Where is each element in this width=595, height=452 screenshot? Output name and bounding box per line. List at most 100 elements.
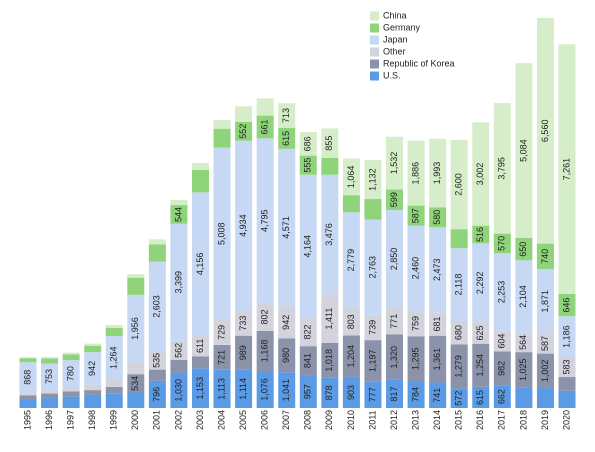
value-label: 1,076 bbox=[260, 378, 270, 401]
bar-segment bbox=[213, 120, 231, 129]
bar-segment bbox=[62, 354, 80, 361]
value-label: 583 bbox=[561, 360, 571, 375]
value-label: 587 bbox=[410, 208, 420, 223]
x-tick-label: 1998 bbox=[87, 410, 97, 430]
bar-segment bbox=[536, 333, 554, 354]
bar-segment bbox=[558, 293, 576, 317]
value-label: 604 bbox=[497, 334, 507, 349]
legend-label: Japan bbox=[383, 34, 408, 44]
value-label: 646 bbox=[561, 298, 571, 313]
value-label: 1,532 bbox=[389, 152, 399, 175]
bar-segment bbox=[515, 238, 533, 261]
value-label: 903 bbox=[346, 385, 356, 400]
bar-segment bbox=[127, 274, 145, 278]
bar-segment bbox=[62, 387, 80, 392]
bar-segment bbox=[41, 358, 59, 364]
value-label: 753 bbox=[44, 369, 54, 384]
value-label: 1,114 bbox=[238, 378, 248, 400]
bar-segment bbox=[407, 205, 425, 226]
bar-segment bbox=[235, 310, 253, 336]
bar-segment bbox=[342, 212, 360, 308]
value-label: 4,934 bbox=[238, 214, 248, 237]
bar-segment bbox=[299, 155, 317, 175]
bar-segment bbox=[278, 103, 296, 128]
bar-segment bbox=[321, 294, 339, 343]
value-label: 1,279 bbox=[454, 355, 464, 378]
bar-segment bbox=[407, 225, 425, 311]
value-label: 2,763 bbox=[367, 256, 377, 279]
bar-segment bbox=[170, 360, 188, 373]
bar-segment bbox=[148, 261, 166, 352]
bar-segment bbox=[386, 136, 404, 190]
bar-segment bbox=[191, 335, 209, 357]
bar-segment bbox=[170, 205, 188, 224]
bar-segment bbox=[127, 277, 145, 295]
bar-segment bbox=[84, 394, 102, 408]
bar-segment bbox=[148, 351, 166, 370]
bar-segment bbox=[429, 335, 447, 383]
bar-segment bbox=[472, 322, 490, 344]
x-tick-label: 1999 bbox=[109, 410, 119, 430]
value-label: 516 bbox=[475, 227, 485, 242]
value-label: 1,132 bbox=[367, 168, 377, 191]
value-label: 802 bbox=[260, 310, 270, 325]
value-label: 4,156 bbox=[195, 253, 205, 276]
bar-segment bbox=[41, 356, 59, 359]
bar-segment bbox=[536, 18, 554, 244]
value-label: 1,204 bbox=[346, 345, 356, 368]
legend-label: U.S. bbox=[383, 70, 401, 80]
value-label: 942 bbox=[87, 361, 97, 376]
bar-segment bbox=[472, 122, 490, 226]
bar-segment bbox=[191, 192, 209, 336]
bar-segment bbox=[41, 398, 59, 408]
bar-segment bbox=[429, 138, 447, 208]
bar-segment bbox=[170, 372, 188, 408]
value-label: 2,460 bbox=[410, 257, 420, 280]
value-label: 1,025 bbox=[518, 358, 528, 381]
bar-segment bbox=[536, 269, 554, 334]
bar-segment bbox=[321, 157, 339, 175]
bar-segment bbox=[429, 312, 447, 336]
x-tick-label: 2005 bbox=[238, 410, 248, 430]
bar-segment bbox=[148, 239, 166, 245]
x-tick-label: 2018 bbox=[518, 410, 528, 430]
value-label: 681 bbox=[432, 316, 442, 331]
value-label: 686 bbox=[303, 136, 313, 151]
bar-segment bbox=[342, 376, 360, 408]
bar-segment bbox=[493, 351, 511, 386]
legend-label: Germany bbox=[383, 22, 421, 32]
value-label: 534 bbox=[130, 376, 140, 391]
bar-segment bbox=[191, 368, 209, 408]
bar-segment bbox=[256, 138, 274, 304]
x-tick-label: 2020 bbox=[561, 410, 571, 430]
value-label: 989 bbox=[238, 345, 248, 360]
bar-segment bbox=[450, 344, 468, 389]
bar-segment bbox=[19, 395, 37, 400]
value-label: 982 bbox=[497, 361, 507, 376]
bar-segment bbox=[84, 352, 102, 385]
value-label: 2,473 bbox=[432, 258, 442, 281]
value-label: 942 bbox=[281, 315, 291, 330]
value-label: 759 bbox=[410, 316, 420, 331]
value-label: 1,113 bbox=[216, 378, 226, 400]
bar-segment bbox=[127, 374, 145, 393]
value-label: 3,795 bbox=[497, 157, 507, 180]
bar-segment bbox=[364, 219, 382, 315]
value-label: 570 bbox=[497, 236, 507, 251]
bar-segment bbox=[278, 372, 296, 408]
value-label: 713 bbox=[281, 108, 291, 123]
bar-segment bbox=[472, 343, 490, 387]
bar-segment bbox=[278, 148, 296, 307]
bar-segment bbox=[536, 388, 554, 408]
bar-segment bbox=[127, 392, 145, 408]
x-tick-label: 2007 bbox=[281, 410, 291, 430]
bar-segment bbox=[105, 327, 123, 336]
value-label: 2,292 bbox=[475, 272, 485, 295]
value-label: 611 bbox=[195, 339, 205, 353]
value-label: 535 bbox=[152, 353, 162, 368]
bar-segment bbox=[278, 338, 296, 373]
x-tick-label: 2014 bbox=[432, 410, 442, 430]
bar-segment bbox=[558, 44, 576, 294]
bar-segment bbox=[407, 336, 425, 382]
value-label: 580 bbox=[432, 210, 442, 225]
